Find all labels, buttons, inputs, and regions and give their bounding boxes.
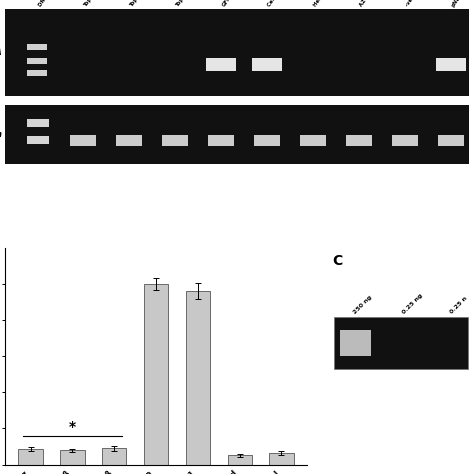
FancyBboxPatch shape: [252, 58, 282, 72]
Bar: [228, 456, 252, 465]
Text: 250 ng: 250 ng: [353, 294, 373, 315]
FancyBboxPatch shape: [70, 135, 96, 146]
Bar: [18, 449, 43, 465]
Text: Heat inactivated: Heat inactivated: [313, 0, 345, 8]
FancyBboxPatch shape: [346, 135, 372, 146]
FancyBboxPatch shape: [27, 136, 49, 144]
Text: *: *: [69, 420, 76, 434]
Text: DNA: DNA: [0, 48, 2, 57]
Bar: [102, 448, 127, 465]
Text: AZT Control: AZT Control: [359, 0, 383, 8]
FancyBboxPatch shape: [206, 58, 236, 72]
Bar: [186, 291, 210, 465]
FancyBboxPatch shape: [339, 330, 371, 356]
FancyBboxPatch shape: [392, 135, 418, 146]
FancyBboxPatch shape: [27, 118, 49, 127]
Text: pNL: pNL: [451, 0, 462, 8]
FancyBboxPatch shape: [27, 44, 47, 50]
FancyBboxPatch shape: [254, 135, 280, 146]
Text: GFP: GFP: [221, 0, 232, 8]
FancyBboxPatch shape: [162, 135, 188, 146]
FancyBboxPatch shape: [27, 58, 47, 64]
Text: 0.25 n: 0.25 n: [449, 296, 468, 315]
Text: Topo IIβ: Topo IIβ: [129, 0, 146, 8]
Text: 0.25 ng: 0.25 ng: [401, 293, 424, 315]
FancyBboxPatch shape: [300, 135, 326, 146]
Text: -ve Control: -ve Control: [405, 0, 428, 8]
Text: Topo IIα+β: Topo IIα+β: [175, 0, 197, 8]
Bar: [60, 450, 84, 465]
FancyBboxPatch shape: [5, 9, 469, 96]
Bar: [269, 453, 293, 465]
FancyBboxPatch shape: [27, 70, 47, 76]
FancyBboxPatch shape: [116, 135, 142, 146]
Text: Cells + HIV-1: Cells + HIV-1: [267, 0, 293, 8]
FancyBboxPatch shape: [334, 317, 468, 369]
FancyBboxPatch shape: [208, 135, 234, 146]
FancyBboxPatch shape: [5, 105, 469, 164]
FancyBboxPatch shape: [438, 135, 464, 146]
FancyBboxPatch shape: [436, 58, 465, 72]
Text: DNA Ladder: DNA Ladder: [37, 0, 62, 8]
Bar: [144, 284, 168, 465]
Text: C: C: [332, 255, 343, 268]
Text: β-actin: β-actin: [0, 130, 2, 139]
Text: Topo IIα: Topo IIα: [83, 0, 100, 8]
